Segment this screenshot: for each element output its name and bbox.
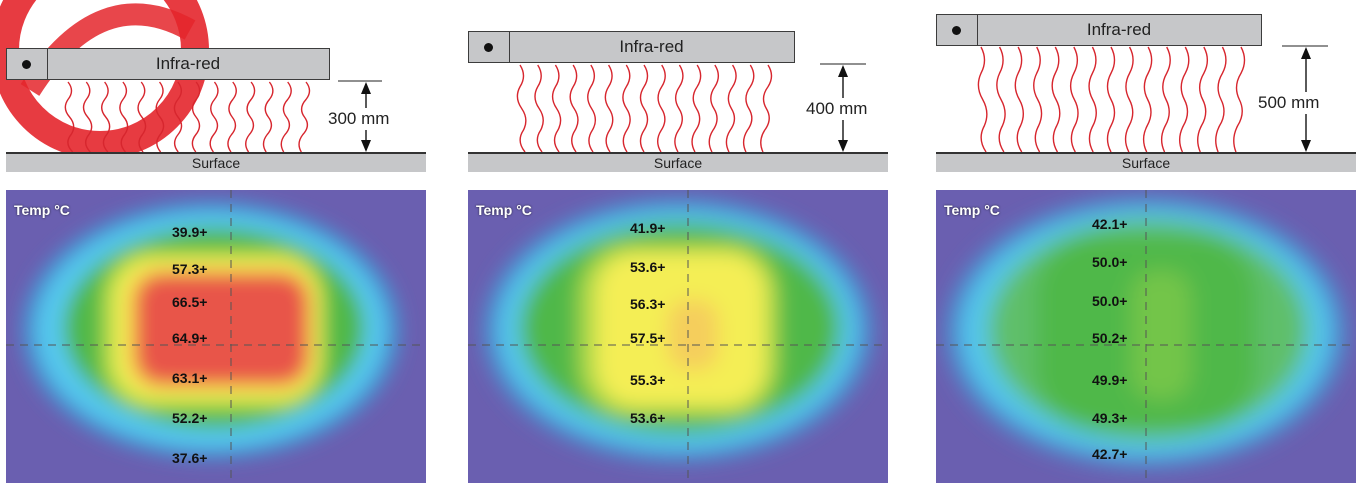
temp-reading: 50.2+: [1092, 330, 1128, 346]
temp-reading: 63.1+: [172, 370, 208, 386]
heater-label: Infra-red: [155, 54, 221, 73]
heater-diagram: Infra-red 500 mm Surface: [936, 0, 1356, 180]
temp-reading: 52.2+: [172, 410, 208, 426]
infrared-wave-line: [691, 64, 702, 153]
temp-reading: 50.0+: [1092, 254, 1128, 270]
infrared-wave-line: [1124, 46, 1134, 153]
infrared-wave-line: [725, 64, 737, 153]
infrared-wave-line: [534, 64, 544, 153]
infrared-wave-line: [760, 64, 773, 153]
heater-dot-icon: [952, 26, 961, 35]
infrared-wave-line: [1233, 46, 1246, 153]
infrared-wave-line: [1160, 46, 1171, 153]
temp-reading: 57.5+: [630, 330, 666, 346]
thermal-title: Temp °C: [476, 202, 532, 218]
temp-reading: 66.5+: [172, 294, 208, 310]
temp-reading: 41.9+: [630, 220, 666, 236]
infrared-wave-line: [1051, 46, 1061, 153]
temp-reading: 49.3+: [1092, 410, 1128, 426]
infrared-wave-line: [587, 64, 597, 153]
heater-diagram: Infra-red 300 mm Surface: [6, 0, 426, 180]
heater-diagram: Infra-red 400 mm Surface: [468, 0, 888, 180]
infrared-wave-line: [119, 81, 129, 153]
distance-label: 400 mm: [804, 98, 870, 120]
infrared-wave-line: [1106, 46, 1116, 153]
infrared-wave-line: [173, 81, 183, 153]
temp-reading: 50.0+: [1092, 293, 1128, 309]
infrared-wave-line: [1033, 46, 1043, 153]
surface-bar: Surface: [468, 152, 888, 172]
infrared-wave-line: [280, 81, 292, 153]
infrared-wave-line: [298, 81, 311, 153]
surface-bar: Surface: [6, 152, 426, 172]
infrared-wave-line: [64, 81, 75, 153]
infrared-wave-line: [977, 46, 988, 153]
infrared-wave-line: [708, 64, 720, 153]
thermal-image: Temp °C 42.1+ 50.0+ 50.0+ 50.2+ 49.9+ 49…: [936, 190, 1356, 483]
temp-reading: 53.6+: [630, 259, 666, 275]
temp-reading: 56.3+: [630, 296, 666, 312]
infrared-wave-line: [101, 81, 111, 153]
infrared-wave-line: [245, 81, 256, 153]
infrared-wave-line: [1088, 46, 1097, 153]
panel-400mm: Infra-red 400 mm Surface: [468, 0, 888, 483]
temp-reading: 57.3+: [172, 261, 208, 277]
panel-300mm: Infra-red 300 mm Surface: [6, 0, 426, 483]
infrared-wave-line: [516, 64, 527, 153]
heater-dot-icon: [484, 43, 493, 52]
infrared-wave-line: [1142, 46, 1153, 153]
infrared-wave-line: [551, 64, 562, 153]
infrared-wave-line: [639, 64, 649, 153]
infrared-heater: Infra-red: [936, 14, 1262, 46]
infrared-wave-line: [262, 81, 274, 153]
temp-reading: 37.6+: [172, 450, 208, 466]
surface-bar: Surface: [936, 152, 1356, 172]
temp-reading: 53.6+: [630, 410, 666, 426]
infrared-wave-line: [137, 81, 147, 153]
temp-reading: 42.7+: [1092, 446, 1128, 462]
thermal-title: Temp °C: [14, 202, 70, 218]
thermal-heatmap: [6, 190, 426, 483]
infrared-waves: [516, 64, 773, 153]
infrared-wave-line: [604, 64, 614, 153]
heater-dot-icon: [22, 60, 31, 69]
temp-reading: 49.9+: [1092, 372, 1128, 388]
infrared-wave-line: [1178, 46, 1190, 153]
infrared-heater: Infra-red: [468, 31, 795, 63]
temp-reading: 64.9+: [172, 330, 208, 346]
distance-label: 500 mm: [1256, 92, 1322, 114]
infrared-wave-line: [622, 64, 631, 153]
infrared-wave-line: [656, 64, 666, 153]
temp-reading: 39.9+: [172, 224, 208, 240]
infrared-waves: [64, 81, 311, 153]
infrared-wave-line: [1069, 46, 1079, 153]
infrared-wave-line: [674, 64, 684, 153]
infrared-wave-line: [569, 64, 579, 153]
heater-label: Infra-red: [619, 37, 684, 56]
infrared-wave-line: [82, 81, 93, 153]
infrared-wave-line: [191, 81, 201, 153]
thermal-title: Temp °C: [944, 202, 1000, 218]
heater-label: Infra-red: [1086, 20, 1152, 39]
infrared-wave-line: [209, 81, 219, 153]
infrared-wave-line: [996, 46, 1006, 153]
infrared-wave-line: [1215, 46, 1227, 153]
thermal-heatmap: [468, 190, 888, 483]
infrared-heater: Infra-red: [6, 48, 330, 80]
infrared-wave-line: [742, 64, 755, 153]
infrared-wave-line: [227, 81, 237, 153]
infrared-wave-line: [1014, 46, 1024, 153]
distance-label: 300 mm: [326, 108, 392, 130]
infrared-waves: [977, 46, 1246, 153]
thermal-heatmap: [936, 190, 1356, 483]
panel-500mm: Infra-red 500 mm Surface T: [936, 0, 1356, 483]
thermal-image: Temp °C 41.9+ 53.6+ 56.3+ 57.5+ 55.3+ 53…: [468, 190, 888, 483]
temp-reading: 55.3+: [630, 372, 666, 388]
thermal-image: Temp °C 39.9+ 57.3+ 66.5+ 64.9+ 63.1+ 52…: [6, 190, 426, 483]
infrared-wave-line: [1197, 46, 1209, 153]
temp-reading: 42.1+: [1092, 216, 1128, 232]
infrared-wave-line: [155, 81, 165, 153]
